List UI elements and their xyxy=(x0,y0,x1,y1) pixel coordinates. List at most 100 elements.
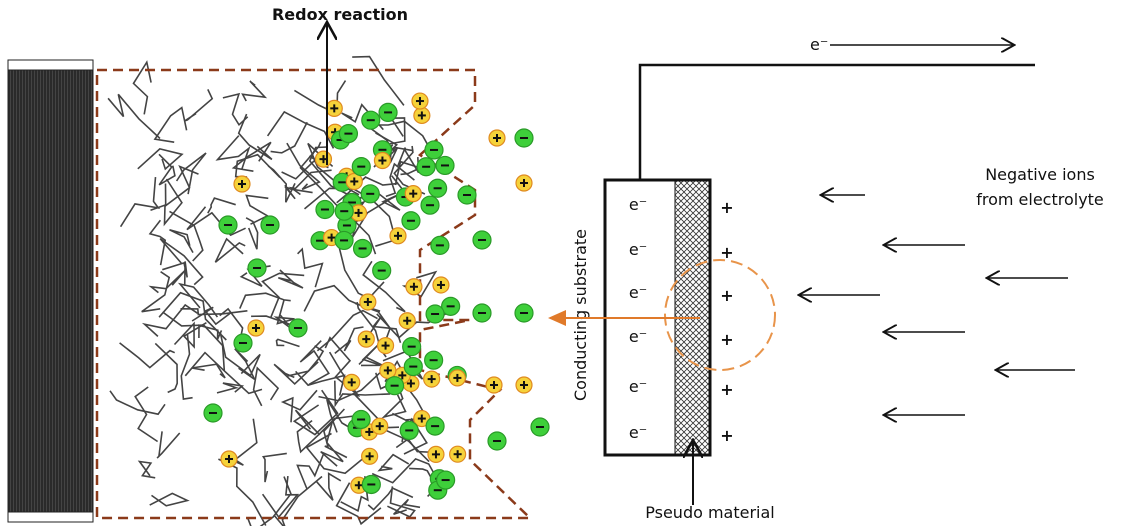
fiber xyxy=(305,432,366,475)
fiber xyxy=(286,142,321,191)
fiber xyxy=(107,93,161,140)
fiber xyxy=(381,391,407,419)
fiber xyxy=(148,219,167,266)
fiber xyxy=(150,178,183,227)
fiber xyxy=(207,197,236,214)
fiber xyxy=(137,148,184,171)
fiber xyxy=(175,152,207,195)
fiber xyxy=(198,324,223,340)
fiber xyxy=(358,340,383,367)
fiber xyxy=(266,110,335,149)
fiber xyxy=(153,106,188,143)
fiber xyxy=(387,486,416,518)
charge: + xyxy=(720,286,733,305)
current-collector xyxy=(7,59,94,523)
fiber xyxy=(186,206,246,237)
substrate-label: Conducting substrate xyxy=(571,229,590,401)
fiber xyxy=(177,282,219,318)
fiber xyxy=(273,361,319,386)
fiber xyxy=(218,458,267,526)
fiber xyxy=(385,162,415,198)
fiber xyxy=(109,390,166,416)
fiber xyxy=(239,292,291,309)
redox-label: Redox reaction xyxy=(272,5,408,24)
fiber xyxy=(273,475,323,526)
electron: e⁻ xyxy=(629,423,647,442)
fiber xyxy=(377,453,410,472)
fiber xyxy=(336,176,399,204)
fiber xyxy=(164,164,199,208)
fiber xyxy=(294,409,359,436)
fiber-network xyxy=(107,55,454,526)
fiber xyxy=(141,303,199,337)
fiber xyxy=(245,194,270,225)
wire xyxy=(638,63,1035,180)
fiber xyxy=(148,269,187,294)
fiber xyxy=(338,246,385,300)
charge: + xyxy=(720,380,733,399)
fiber xyxy=(134,386,159,443)
fiber xyxy=(241,80,268,102)
fiber xyxy=(261,452,287,483)
fiber xyxy=(292,389,339,436)
fiber xyxy=(267,165,296,203)
fiber xyxy=(380,117,406,147)
fiber xyxy=(394,160,423,186)
fiber xyxy=(180,334,193,401)
fiber xyxy=(119,342,176,369)
fiber xyxy=(375,175,406,211)
fiber xyxy=(277,269,304,289)
electron: e⁻ xyxy=(629,327,647,346)
fiber xyxy=(299,340,330,386)
fiber xyxy=(393,498,421,516)
fiber xyxy=(158,291,227,341)
fiber xyxy=(284,184,313,200)
fiber xyxy=(158,153,176,186)
fiber xyxy=(299,141,340,209)
charge: + xyxy=(720,330,733,349)
fiber xyxy=(303,284,359,312)
fiber xyxy=(362,260,406,313)
fiber xyxy=(184,351,263,395)
electron: e⁻ xyxy=(629,377,647,396)
fiber xyxy=(275,338,300,348)
ion-arrows xyxy=(800,195,1075,415)
fiber xyxy=(246,476,292,526)
fiber xyxy=(237,113,273,161)
ions-label: from electrolyte xyxy=(976,190,1104,209)
fiber xyxy=(261,476,300,519)
fiber xyxy=(261,272,305,318)
focus-circle xyxy=(664,259,776,371)
ions xyxy=(203,92,550,500)
fiber xyxy=(320,418,344,467)
fiber xyxy=(352,55,405,106)
fiber xyxy=(280,389,318,423)
fiber xyxy=(149,492,190,507)
fiber xyxy=(318,356,388,402)
electrode-boundary xyxy=(95,68,534,520)
charge: + xyxy=(720,426,733,445)
fiber xyxy=(245,217,259,250)
ions-label: Negative ions xyxy=(985,165,1095,184)
fiber xyxy=(324,336,359,396)
electron: e⁻ xyxy=(629,195,647,214)
charge: + xyxy=(720,198,733,217)
fiber xyxy=(162,311,226,371)
fiber xyxy=(191,306,232,326)
pseudo-label: Pseudo material xyxy=(645,503,775,522)
fiber xyxy=(334,380,391,408)
fiber xyxy=(297,247,324,288)
fiber xyxy=(334,326,364,355)
fiber xyxy=(315,472,342,501)
fiber xyxy=(231,141,272,172)
fiber xyxy=(216,382,245,394)
fiber xyxy=(159,237,204,286)
fiber xyxy=(173,321,207,349)
fiber xyxy=(222,92,249,127)
fiber xyxy=(233,418,258,466)
electron: e⁻ xyxy=(629,283,647,302)
collector-cap xyxy=(7,511,94,523)
fiber xyxy=(252,366,280,407)
fiber xyxy=(328,351,379,420)
fiber xyxy=(119,177,161,228)
